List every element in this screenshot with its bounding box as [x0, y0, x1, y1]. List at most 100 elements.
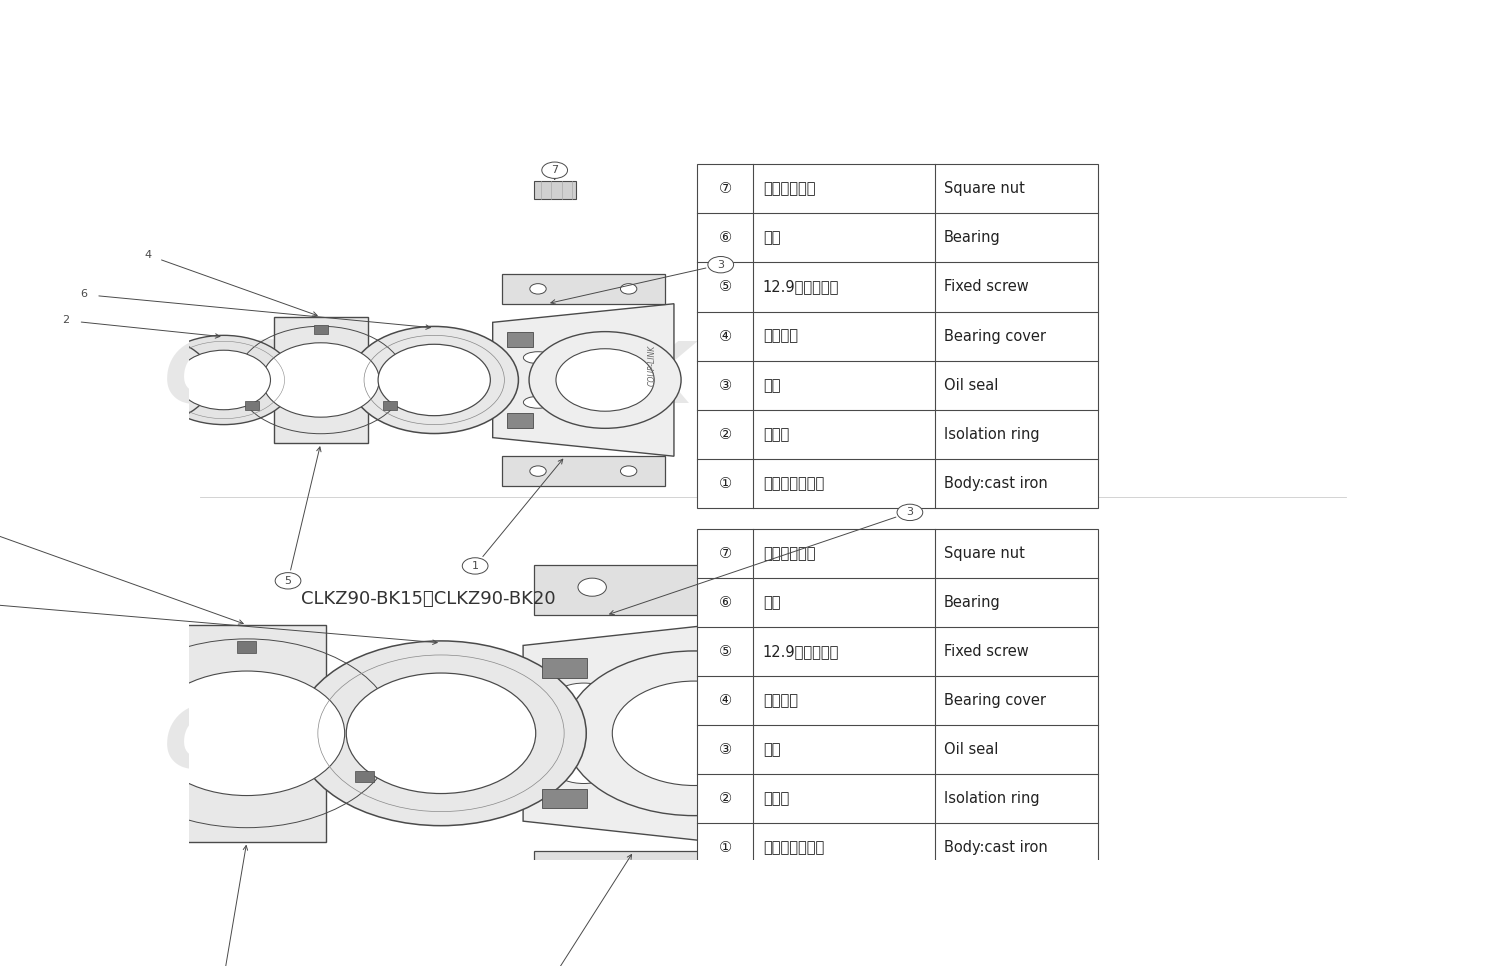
- Bar: [542, 659, 587, 678]
- Text: ②: ②: [718, 427, 732, 441]
- Bar: [534, 182, 576, 199]
- Text: Bearing: Bearing: [945, 595, 1000, 610]
- Circle shape: [0, 691, 9, 776]
- Text: 2: 2: [62, 316, 69, 326]
- Text: COUP-LINK: COUP-LINK: [761, 693, 771, 745]
- Circle shape: [71, 335, 211, 425]
- Text: Bearing: Bearing: [945, 231, 1000, 245]
- Text: 3: 3: [717, 260, 724, 270]
- Text: 隔离环: 隔离环: [764, 791, 789, 807]
- Circle shape: [379, 344, 490, 415]
- Circle shape: [263, 343, 379, 417]
- Circle shape: [275, 573, 300, 589]
- Circle shape: [177, 351, 270, 410]
- Text: ③: ③: [718, 378, 732, 393]
- Text: ⑦: ⑦: [718, 546, 732, 561]
- Circle shape: [149, 671, 344, 796]
- Circle shape: [530, 284, 546, 294]
- Text: CLKZ90-BK15～CLKZ90-BK20: CLKZ90-BK15～CLKZ90-BK20: [302, 590, 555, 609]
- Bar: [119, 771, 139, 782]
- Circle shape: [462, 557, 487, 574]
- Text: COUP-LINK: COUP-LINK: [163, 338, 693, 421]
- Text: ⑦: ⑦: [718, 182, 732, 196]
- Bar: [507, 413, 533, 428]
- Polygon shape: [524, 615, 800, 851]
- Circle shape: [578, 870, 607, 889]
- Text: Fixed screw: Fixed screw: [945, 279, 1029, 295]
- Text: Oil seal: Oil seal: [945, 742, 999, 757]
- Circle shape: [708, 257, 733, 272]
- Circle shape: [542, 162, 567, 179]
- Circle shape: [134, 247, 160, 263]
- Text: 12.9级杯头螺栌: 12.9级杯头螺栌: [764, 279, 839, 295]
- Text: 电机支撑座主体: 电机支撑座主体: [764, 840, 824, 855]
- Circle shape: [620, 284, 637, 294]
- Bar: [244, 401, 260, 410]
- Circle shape: [896, 504, 924, 521]
- Text: ①: ①: [718, 476, 732, 491]
- Bar: [507, 331, 533, 347]
- Bar: [237, 641, 257, 653]
- Text: 油封: 油封: [764, 742, 780, 757]
- Polygon shape: [534, 565, 788, 615]
- Polygon shape: [534, 851, 788, 901]
- Circle shape: [613, 681, 777, 785]
- Text: 3: 3: [907, 507, 913, 518]
- Text: Fixed screw: Fixed screw: [945, 644, 1029, 659]
- Text: ④: ④: [718, 328, 732, 344]
- Circle shape: [0, 657, 204, 810]
- Text: COUP-LINK: COUP-LINK: [647, 345, 656, 385]
- Text: Square nut: Square nut: [945, 182, 1025, 196]
- Circle shape: [530, 466, 546, 476]
- Circle shape: [578, 578, 607, 596]
- Circle shape: [103, 355, 181, 406]
- Text: COUP-LINK: COUP-LINK: [163, 703, 693, 786]
- Bar: [697, 164, 1099, 508]
- Bar: [383, 401, 397, 410]
- Text: 轴承压盖: 轴承压盖: [764, 328, 798, 344]
- Circle shape: [296, 640, 585, 826]
- Ellipse shape: [524, 396, 552, 409]
- Text: ⑤: ⑤: [718, 279, 732, 295]
- Text: 6: 6: [80, 290, 88, 299]
- Bar: [314, 325, 327, 334]
- Text: Body:cast iron: Body:cast iron: [945, 840, 1047, 855]
- Circle shape: [555, 349, 655, 412]
- Polygon shape: [492, 303, 675, 456]
- Polygon shape: [502, 456, 665, 486]
- Circle shape: [154, 335, 294, 425]
- Text: ③: ③: [718, 742, 732, 757]
- Text: Square nut: Square nut: [945, 546, 1025, 561]
- Circle shape: [53, 312, 78, 328]
- Circle shape: [5, 683, 163, 783]
- Ellipse shape: [524, 352, 552, 363]
- Text: 4: 4: [145, 250, 151, 260]
- Text: Body:cast iron: Body:cast iron: [945, 476, 1047, 491]
- Text: 隔离环: 隔离环: [764, 427, 789, 441]
- Circle shape: [717, 578, 744, 596]
- Circle shape: [717, 870, 744, 889]
- Circle shape: [564, 651, 824, 815]
- Circle shape: [350, 327, 519, 434]
- Circle shape: [620, 466, 637, 476]
- Text: ④: ④: [718, 693, 732, 708]
- Text: 1: 1: [472, 561, 478, 571]
- Text: 丝杆方形螺母: 丝杆方形螺母: [764, 182, 815, 196]
- Text: ⑥: ⑥: [718, 595, 732, 610]
- Text: ⑥: ⑥: [718, 231, 732, 245]
- Text: 轴承: 轴承: [764, 595, 780, 610]
- Text: Bearing cover: Bearing cover: [945, 328, 1046, 344]
- Text: CLKZ130-BK20-Fl: CLKZ130-BK20-Fl: [774, 706, 780, 760]
- Polygon shape: [275, 317, 368, 443]
- Circle shape: [71, 286, 97, 302]
- Text: Isolation ring: Isolation ring: [945, 427, 1040, 441]
- Text: ②: ②: [718, 791, 732, 807]
- Polygon shape: [502, 274, 665, 303]
- Bar: [697, 528, 1099, 872]
- Text: 7: 7: [551, 165, 558, 175]
- Text: 5: 5: [285, 576, 291, 585]
- Text: Oil seal: Oil seal: [945, 378, 999, 393]
- Text: Bearing cover: Bearing cover: [945, 693, 1046, 708]
- Circle shape: [0, 661, 56, 806]
- Text: 电机支撑座主体: 电机支撑座主体: [764, 476, 824, 491]
